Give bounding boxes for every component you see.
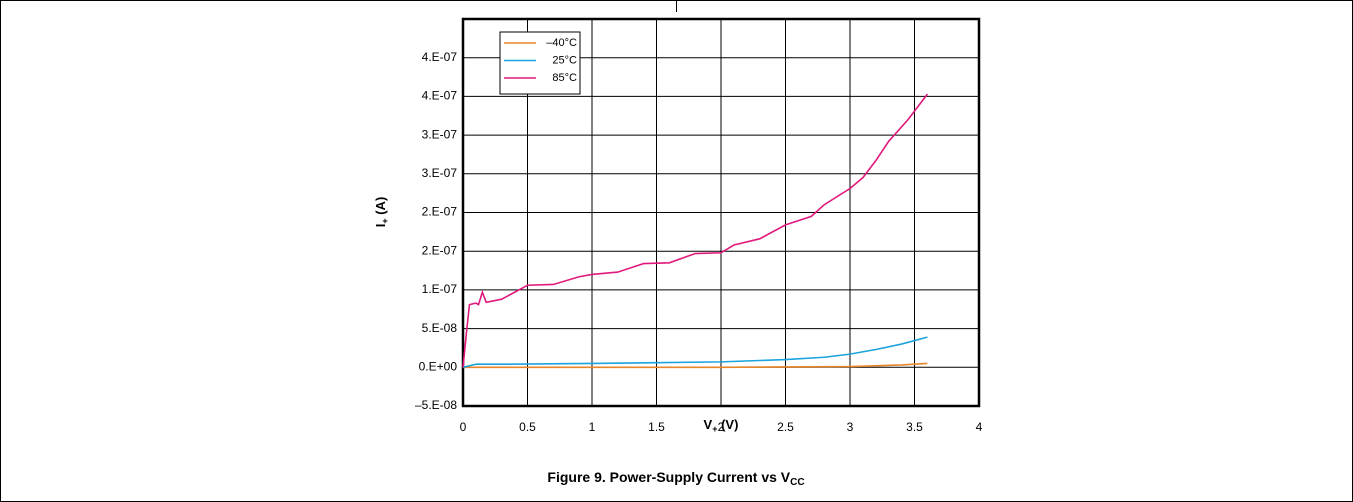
y-tick-label: –5.E-08 [415, 398, 457, 412]
y-tick-label: 5.E-08 [422, 321, 458, 335]
y-axis-label: I+ (A) [373, 197, 390, 228]
series-line [462, 336, 928, 369]
legend-label: 25°C [552, 54, 577, 66]
caption-text: Figure 9. Power-Supply Current vs V [547, 469, 790, 485]
caption: Figure 9. Power-Supply Current vs VCC [547, 469, 804, 488]
x-tick-label: 0.5 [519, 420, 536, 434]
y-tick-label: 2.E-07 [422, 205, 458, 219]
y-tick-label: 4.E-07 [422, 89, 458, 103]
series-line [462, 93, 929, 368]
y-tick-label: 3.E-07 [422, 166, 458, 180]
x-tick-label: 1.5 [648, 420, 665, 434]
y-label-sub: + [380, 218, 390, 223]
y-tick-label: 1.E-07 [422, 282, 458, 296]
y-tick-label: 0.E+00 [419, 359, 458, 373]
y-label-unit: (A) [373, 197, 388, 219]
x-axis-label: V+ (V) [704, 417, 739, 434]
legend-label: –40°C [546, 37, 577, 49]
x-tick-label: 0 [460, 420, 467, 434]
y-tick-label: 3.E-07 [422, 127, 458, 141]
x-tick-label: 3.5 [906, 420, 923, 434]
x-tick-label: 2.5 [777, 420, 794, 434]
y-tick-label: 4.E-07 [422, 50, 458, 64]
x-tick-label: 4 [976, 420, 983, 434]
plot-frame [461, 17, 981, 408]
y-tick-label: 2.E-07 [422, 243, 458, 257]
x-tick-label: 1 [589, 420, 596, 434]
x-tick-label: 2 [718, 420, 725, 434]
series-line [463, 362, 928, 369]
caption-sub: CC [790, 477, 804, 488]
x-label-unit: (V) [717, 417, 738, 432]
x-label-text: V [704, 417, 713, 432]
x-label-sub: + [712, 424, 717, 434]
y-label-text: I [373, 224, 388, 228]
x-tick-label: 3 [847, 420, 854, 434]
legend-label: 85°C [552, 72, 577, 84]
